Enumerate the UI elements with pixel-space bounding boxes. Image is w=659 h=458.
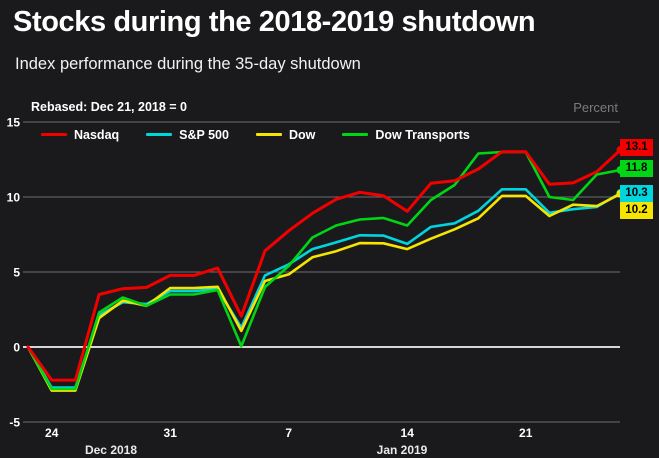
legend-swatch-dow-transports <box>342 132 369 137</box>
end-value-badge-nasdaq: 13.1 <box>620 139 653 156</box>
x-axis-tick-label: 14 <box>401 426 415 440</box>
y-axis-tick-label: 0 <box>13 341 20 355</box>
legend-item-s-p-500: S&P 500 <box>146 128 229 142</box>
x-axis-tick-label: 21 <box>519 426 533 440</box>
legend-swatch-s-p-500 <box>146 132 173 137</box>
legend-item-dow: Dow <box>255 127 316 142</box>
x-axis-month-label: Dec 2018 <box>85 443 137 457</box>
legend-label: Nasdaq <box>74 127 120 142</box>
end-value-badge-s-p-500: 10.3 <box>620 185 653 202</box>
x-axis-tick-label: 31 <box>164 426 178 440</box>
end-value-badge-dow: 10.2 <box>620 202 653 219</box>
legend-label: Dow Transports <box>375 127 470 142</box>
x-axis-month-label: Jan 2019 <box>377 443 428 457</box>
rebase-note: Rebased: Dec 21, 2018 = 0 <box>31 100 187 114</box>
legend-swatch-dow <box>255 132 282 137</box>
chart-title: Stocks during the 2018-2019 shutdown <box>13 6 536 38</box>
series-line-dow-transports <box>26 150 622 391</box>
legend-label: Dow <box>288 127 316 142</box>
y-axis-tick-label: -5 <box>9 416 20 430</box>
legend-item-nasdaq: Nasdaq <box>41 128 119 142</box>
x-axis-tick-label: 24 <box>45 426 59 440</box>
plot-area: 15 10 5 0 -5 24 31 7 14 21 Dec 2018 Jan 2019 <box>7 116 625 457</box>
series-line-dow <box>26 192 622 392</box>
series-line-nasdaq <box>26 148 622 382</box>
legend-label: S&P 500 <box>179 127 229 142</box>
series-line-s-p-500 <box>26 188 622 389</box>
y-axis-unit-label: Percent <box>573 100 618 115</box>
y-axis-tick-label: 15 <box>7 116 21 130</box>
y-axis-tick-label: 5 <box>13 266 20 280</box>
legend-item-dow-transports: Dow Transports <box>342 127 470 142</box>
x-axis-tick-label: 7 <box>285 426 292 440</box>
end-value-badge-dow-transports: 11.8 <box>620 160 653 177</box>
y-axis-tick-label: 10 <box>7 191 21 205</box>
legend: Nasdaq S&P 500 Dow Dow Transports <box>41 126 470 143</box>
legend-swatch-nasdaq <box>41 132 67 137</box>
chart-subtitle: Index performance during the 35-day shut… <box>15 55 361 73</box>
